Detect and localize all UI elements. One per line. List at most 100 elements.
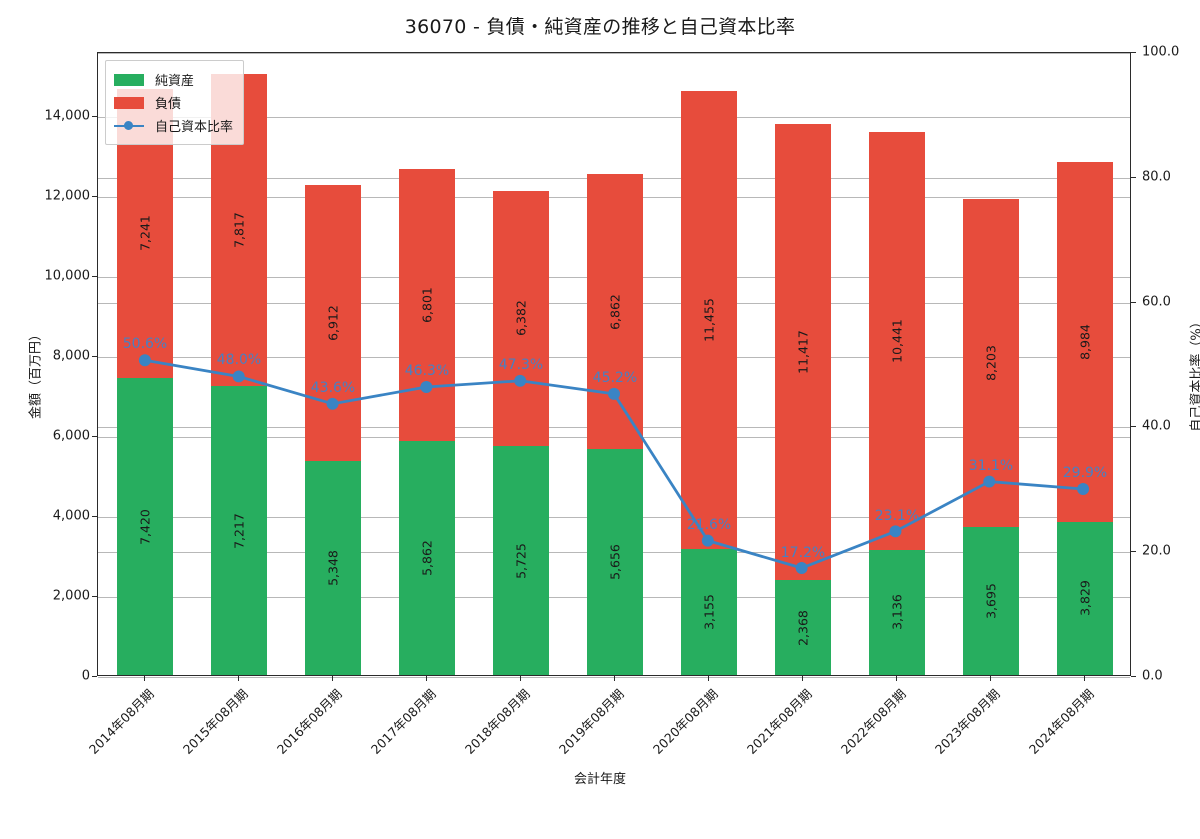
bar-value-label: 6,801 <box>420 287 435 323</box>
y-axis-title: 金額（百万円） <box>25 314 44 434</box>
ratio-value-label: 45.2% <box>593 370 637 386</box>
chart-legend: 純資産負債自己資本比率 <box>105 60 244 145</box>
bar-value-label: 8,984 <box>1078 324 1093 360</box>
ratio-value-label: 21.6% <box>687 517 731 533</box>
y2-axis-tick-label: 0.0 <box>1142 669 1200 684</box>
x-axis-tick-mark <box>990 676 991 681</box>
bar-segment-equity[interactable]: 5,725 <box>493 446 549 675</box>
bar-group[interactable]: 5,348 6,912 <box>305 51 361 675</box>
bar-segment-equity[interactable]: 5,656 <box>587 449 643 675</box>
ratio-value-label: 50.6% <box>123 336 167 352</box>
ratio-value-label: 43.6% <box>311 380 355 396</box>
y2-axis-tick-mark <box>1131 52 1136 53</box>
ratio-value-label: 29.9% <box>1063 465 1107 481</box>
legend-item[interactable]: 自己資本比率 <box>114 114 233 137</box>
x-axis-tick-mark <box>708 676 709 681</box>
bar-segment-equity[interactable]: 5,862 <box>399 441 455 675</box>
x-axis-tick-mark <box>896 676 897 681</box>
bar-segment-equity[interactable]: 3,136 <box>869 550 925 675</box>
bar-segment-equity[interactable]: 7,217 <box>211 386 267 675</box>
bar-value-label: 7,217 <box>232 513 247 549</box>
y2-axis-tick-label: 100.0 <box>1142 45 1200 60</box>
bar-group[interactable]: 5,656 6,862 <box>587 51 643 675</box>
bar-segment-liability[interactable]: 10,441 <box>869 132 925 550</box>
bar-group[interactable]: 3,136 10,441 <box>869 51 925 675</box>
bar-segment-liability[interactable]: 11,455 <box>681 91 737 549</box>
x-axis-tick-mark <box>238 676 239 681</box>
bar-value-label: 3,829 <box>1078 581 1093 617</box>
bar-group[interactable]: 2,368 11,417 <box>775 51 831 675</box>
y2-axis-tick-label: 20.0 <box>1142 544 1200 559</box>
y-axis-tick-mark <box>92 196 97 197</box>
ratio-value-label: 31.1% <box>969 458 1013 474</box>
bar-value-label: 7,420 <box>138 509 153 545</box>
x-axis-tick-mark <box>614 676 615 681</box>
bar-value-label: 5,862 <box>420 540 435 576</box>
y-axis-tick-label: 0 <box>38 669 90 684</box>
y-axis-tick-label: 2,000 <box>38 589 90 604</box>
legend-item[interactable]: 負債 <box>114 91 233 114</box>
x-axis-tick-mark <box>1084 676 1085 681</box>
x-axis-tick-mark <box>426 676 427 681</box>
bar-segment-equity[interactable]: 2,368 <box>775 580 831 675</box>
bar-value-label: 3,695 <box>984 583 999 619</box>
chart-title: 36070 - 負債・純資産の推移と自己資本比率 <box>0 12 1200 39</box>
bar-value-label: 11,417 <box>796 330 811 374</box>
y-axis-tick-label: 6,000 <box>38 429 90 444</box>
bar-segment-equity[interactable]: 3,695 <box>963 527 1019 675</box>
ratio-value-label: 47.3% <box>499 357 543 373</box>
x-axis-tick-mark <box>802 676 803 681</box>
bar-value-label: 11,455 <box>702 298 717 342</box>
y2-axis-title: 自己資本比率（%） <box>1186 304 1200 444</box>
y2-axis-tick-mark <box>1131 426 1136 427</box>
bar-group[interactable]: 3,829 8,984 <box>1057 51 1113 675</box>
bar-segment-liability[interactable]: 6,801 <box>399 169 455 441</box>
y2-axis-tick-mark <box>1131 551 1136 552</box>
bar-segment-liability[interactable]: 11,417 <box>775 124 831 581</box>
legend-label: 自己資本比率 <box>155 116 233 135</box>
bar-segment-equity[interactable]: 3,155 <box>681 549 737 675</box>
x-axis-tick-mark <box>520 676 521 681</box>
bar-value-label: 3,155 <box>702 594 717 630</box>
y2-axis-tick-label: 80.0 <box>1142 169 1200 184</box>
ratio-value-label: 17.2% <box>781 545 825 561</box>
y-axis-tick-mark <box>92 356 97 357</box>
bar-group[interactable]: 3,155 11,455 <box>681 51 737 675</box>
bar-segment-equity[interactable]: 7,420 <box>117 378 173 675</box>
x-axis-title: 会計年度 <box>0 768 1200 787</box>
bar-value-label: 3,136 <box>890 594 905 630</box>
x-axis-tick-mark <box>332 676 333 681</box>
y-axis-tick-mark <box>92 596 97 597</box>
bar-segment-liability[interactable]: 6,912 <box>305 185 361 461</box>
y-axis-tick-label: 10,000 <box>38 269 90 284</box>
legend-item[interactable]: 純資産 <box>114 68 233 91</box>
bar-segment-liability[interactable]: 6,382 <box>493 191 549 446</box>
bar-segment-equity[interactable]: 3,829 <box>1057 522 1113 675</box>
y-axis-tick-label: 12,000 <box>38 189 90 204</box>
y-axis-tick-mark <box>92 676 97 677</box>
ratio-value-label: 46.3% <box>405 363 449 379</box>
bar-segment-liability[interactable]: 6,862 <box>587 174 643 448</box>
bar-group[interactable]: 3,695 8,203 <box>963 51 1019 675</box>
legend-color-swatch-icon <box>114 74 144 86</box>
bar-segment-liability[interactable]: 8,203 <box>963 199 1019 527</box>
bar-value-label: 6,912 <box>326 305 341 341</box>
bar-value-label: 2,368 <box>796 610 811 646</box>
y-axis-tick-mark <box>92 436 97 437</box>
bar-value-label: 6,862 <box>608 294 623 330</box>
y-axis-tick-label: 8,000 <box>38 349 90 364</box>
ratio-value-label: 23.1% <box>875 508 919 524</box>
y-axis-tick-mark <box>92 516 97 517</box>
bar-segment-equity[interactable]: 5,348 <box>305 461 361 675</box>
bar-value-label: 5,725 <box>514 543 529 579</box>
bar-value-label: 5,656 <box>608 544 623 580</box>
bar-value-label: 8,203 <box>984 345 999 381</box>
y-axis-tick-mark <box>92 276 97 277</box>
bar-value-label: 5,348 <box>326 550 341 586</box>
y2-axis-tick-mark <box>1131 676 1136 677</box>
bar-value-label: 10,441 <box>890 319 905 363</box>
legend-label: 純資産 <box>155 70 194 89</box>
ratio-value-label: 48.0% <box>217 352 261 368</box>
